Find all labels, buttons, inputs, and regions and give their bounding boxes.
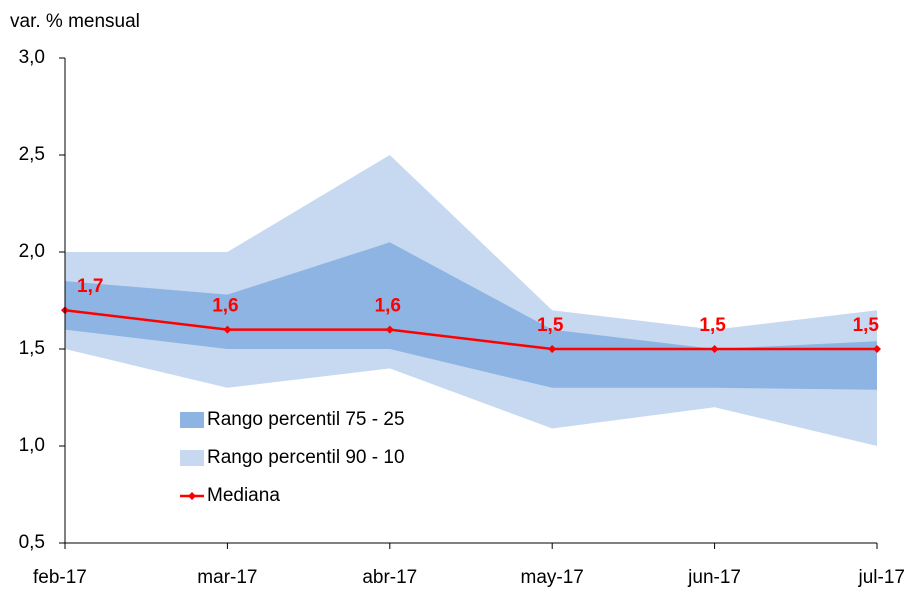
data-label: 1,7 <box>77 276 103 297</box>
y-tick-label: 1,0 <box>19 435 45 456</box>
data-label: 1,5 <box>537 315 564 336</box>
data-label: 1,5 <box>853 315 880 336</box>
median-marker <box>873 345 881 353</box>
legend-marker <box>188 492 196 500</box>
y-tick-label: 0,5 <box>19 532 45 553</box>
median-marker <box>223 325 232 334</box>
data-label: 1,6 <box>375 296 401 317</box>
y-tick-label: 2,0 <box>19 241 45 262</box>
median-marker <box>548 345 557 353</box>
legend-label: Rango percentil 75 - 25 <box>207 409 405 430</box>
x-tick-label: jul-17 <box>858 567 905 588</box>
legend-swatch <box>180 412 204 428</box>
median-marker <box>385 325 394 334</box>
data-label: 1,5 <box>699 315 726 336</box>
x-tick-label: may-17 <box>521 567 584 588</box>
x-tick-label: feb-17 <box>33 567 87 588</box>
y-tick-label: 3,0 <box>19 47 45 68</box>
legend-swatch <box>180 450 204 466</box>
x-tick-label: mar-17 <box>197 567 257 588</box>
legend-label: Rango percentil 90 - 10 <box>207 447 405 468</box>
x-tick-label: abr-17 <box>362 567 417 588</box>
band-area <box>65 242 877 390</box>
y-tick-label: 1,5 <box>19 338 45 359</box>
legend-label: Mediana <box>207 485 280 506</box>
y-tick-label: 2,5 <box>19 144 45 165</box>
median-line <box>64 308 877 351</box>
y-axis-title: var. % mensual <box>10 11 140 32</box>
x-tick-label: jun-17 <box>687 567 741 588</box>
median-marker <box>710 345 719 353</box>
data-label: 1,6 <box>212 296 238 317</box>
